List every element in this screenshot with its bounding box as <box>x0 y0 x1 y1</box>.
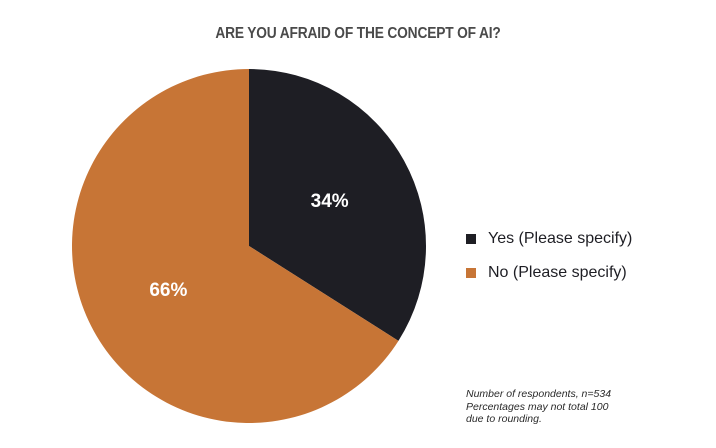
legend-label-no: No (Please specify) <box>488 264 627 281</box>
legend-label-yes: Yes (Please specify) <box>488 230 633 247</box>
legend-swatch-yes <box>466 234 476 244</box>
chart-title: ARE YOU AFRAID OF THE CONCEPT OF AI? <box>215 25 501 42</box>
pie-slice-yes <box>249 69 426 341</box>
legend-swatch-no <box>466 268 476 278</box>
pie-slice-no <box>72 69 399 424</box>
data-label-no: 66% <box>149 280 187 301</box>
footnote-line-3: due to rounding. <box>466 413 542 425</box>
data-label-yes: 34% <box>311 191 349 212</box>
legend-item-yes: Yes (Please specify) <box>466 228 632 250</box>
legend: Yes (Please specify) No (Please specify) <box>466 228 632 296</box>
legend-item-no: No (Please specify) <box>466 262 632 284</box>
footnote-line-1: Number of respondents, n=534 <box>466 388 612 400</box>
footnote: Number of respondents, n=534 Percentages… <box>466 388 611 426</box>
footnote-line-2: Percentages may not total 100 <box>466 400 609 413</box>
